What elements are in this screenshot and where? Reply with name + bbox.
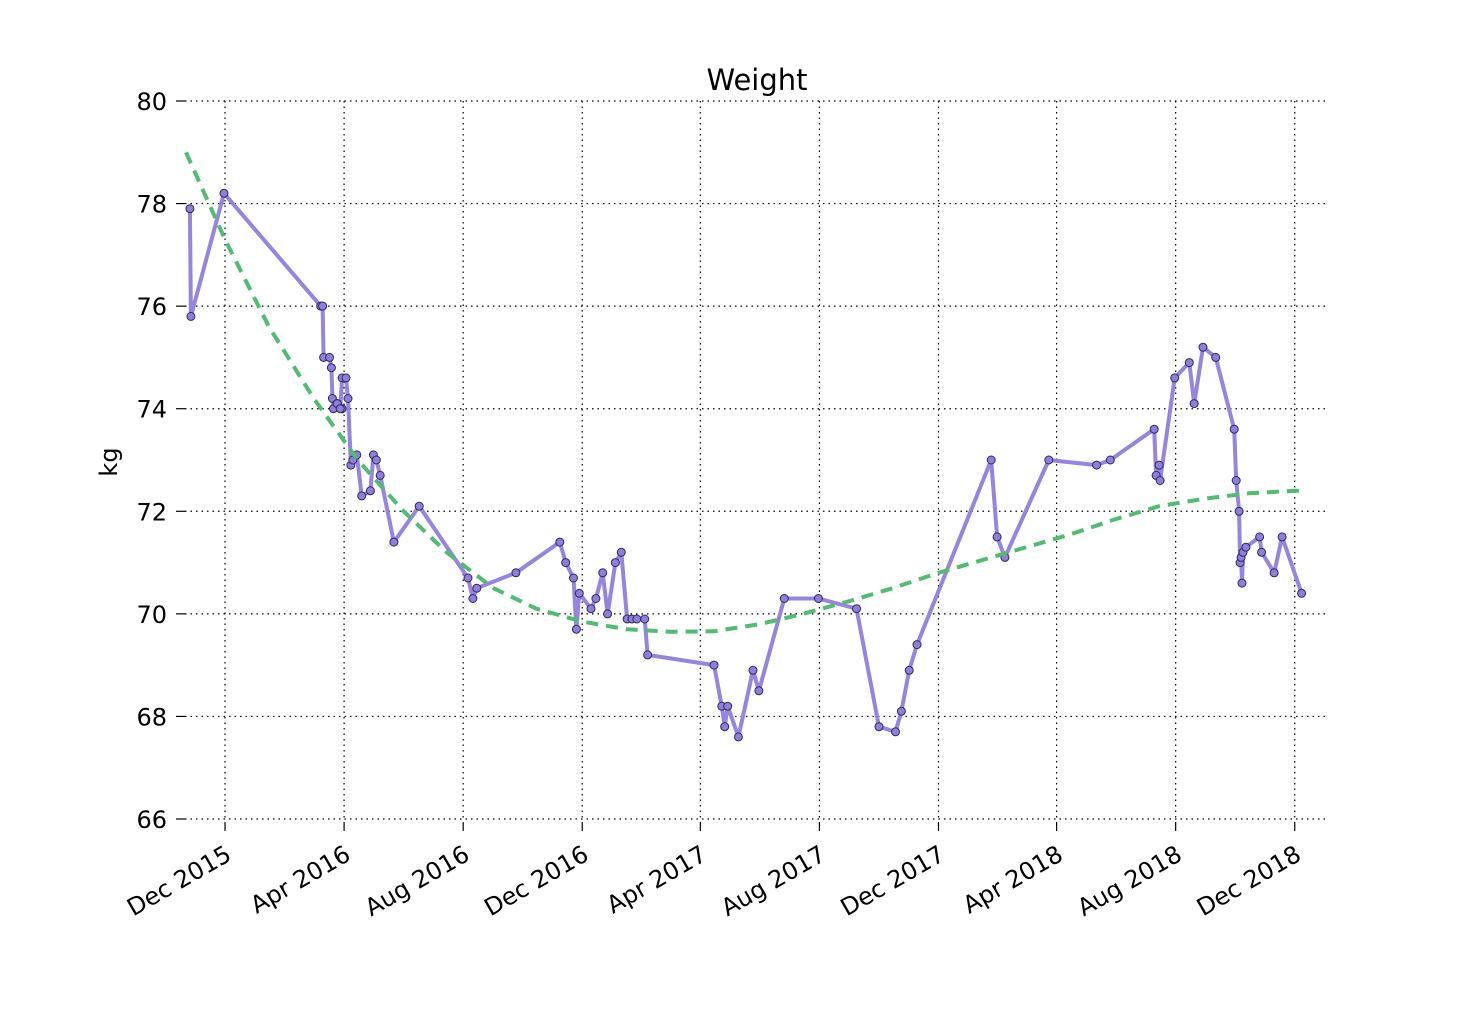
weight-point [472, 583, 482, 593]
weight-point [1269, 568, 1279, 578]
weight-point [569, 573, 578, 583]
chart-title: Weight [706, 63, 807, 97]
weight-point [992, 532, 1002, 542]
weight-point [574, 588, 584, 598]
weight-point [1255, 532, 1265, 542]
weight-point [874, 722, 884, 732]
weight-point [341, 373, 351, 383]
y-tick-label: 66 [136, 806, 167, 834]
weight-point [318, 301, 328, 311]
weight-point [733, 732, 743, 742]
weight-point [1257, 547, 1267, 557]
weight-point [1237, 578, 1247, 588]
y-axis: 66 68 70 72 74 76 78 80 [136, 88, 185, 834]
weight-point [754, 686, 764, 696]
x-tick-label: Apr 2017 [602, 840, 711, 919]
y-tick-label: 68 [136, 703, 167, 731]
y-axis-label: kg [95, 447, 123, 476]
weight-point [357, 491, 367, 501]
weight-point [616, 547, 626, 557]
weight-point [1044, 455, 1054, 465]
weight-point [748, 665, 758, 675]
weight-point [632, 614, 642, 624]
weight-point [813, 594, 823, 603]
trend-line [184, 151, 1302, 634]
x-tick-label: Aug 2016 [360, 840, 474, 922]
x-tick-label: Dec 2015 [122, 840, 236, 922]
y-tick-label: 76 [136, 293, 167, 321]
weight-point [1189, 399, 1199, 409]
weight-point [1211, 352, 1221, 362]
weight-point [912, 640, 922, 650]
weight-point [1184, 358, 1194, 368]
weight-point [185, 204, 195, 214]
y-tick-label: 70 [136, 601, 167, 629]
weight-point [1149, 424, 1159, 434]
weight-point [186, 311, 196, 321]
x-tick-label: Apr 2016 [246, 840, 355, 919]
weight-point [1105, 455, 1115, 465]
weight-point [586, 604, 596, 614]
weight-point [1297, 588, 1307, 598]
weight-point [643, 650, 653, 660]
weight-point [561, 558, 571, 568]
weight-point [389, 537, 399, 547]
weight-point [1155, 476, 1165, 485]
series-layer [184, 151, 1307, 742]
weight-point [571, 624, 581, 634]
weight-point [723, 701, 733, 711]
weight-point [325, 352, 334, 362]
weight-point [896, 706, 906, 716]
weight-point [603, 609, 613, 619]
weight-point [709, 660, 719, 670]
weight-point [219, 188, 229, 198]
weight-point [852, 604, 861, 614]
weight-point [326, 363, 336, 373]
weight-point [1234, 506, 1244, 516]
weight-point [610, 558, 620, 568]
y-tick-label: 78 [136, 191, 167, 219]
x-tick-label: Dec 2018 [1192, 840, 1306, 922]
weight-point [891, 727, 900, 737]
x-tick-label: Aug 2017 [716, 840, 830, 922]
weight-point [1198, 342, 1208, 352]
x-tick-label: Aug 2018 [1073, 840, 1187, 922]
weight-point [371, 455, 381, 465]
weight-point [414, 501, 424, 511]
weight-point [468, 594, 478, 603]
weight-point [591, 594, 601, 603]
weight-point [598, 568, 608, 578]
weight-point [343, 394, 353, 403]
weight-point [1092, 460, 1102, 470]
weight-point [904, 665, 914, 675]
weight-point [375, 470, 385, 480]
weight-point [986, 455, 996, 465]
weight-point [463, 573, 473, 583]
weight-point [511, 568, 521, 578]
weight-point [720, 722, 730, 732]
weight-point [640, 614, 650, 624]
x-tick-label: Apr 2018 [958, 840, 1067, 919]
weight-point [1154, 460, 1164, 470]
weight-point [779, 594, 789, 603]
y-tick-label: 74 [136, 396, 167, 424]
weight-point [1231, 476, 1241, 485]
y-tick-label: 80 [136, 88, 167, 116]
weight-point [1277, 532, 1287, 542]
weight-point [555, 537, 565, 547]
y-tick-label: 72 [136, 498, 167, 526]
x-axis: Dec 2015 Apr 2016 Aug 2016 Dec 2016 Apr 2017… [122, 822, 1306, 922]
weight-line [187, 191, 1304, 739]
x-tick-label: Dec 2016 [480, 840, 594, 922]
weight-point [1241, 542, 1251, 552]
x-tick-label: Dec 2017 [836, 840, 950, 922]
weight-point [1229, 424, 1239, 434]
weight-point [1170, 373, 1180, 383]
weight-point [335, 404, 345, 414]
weight-point [365, 486, 375, 496]
